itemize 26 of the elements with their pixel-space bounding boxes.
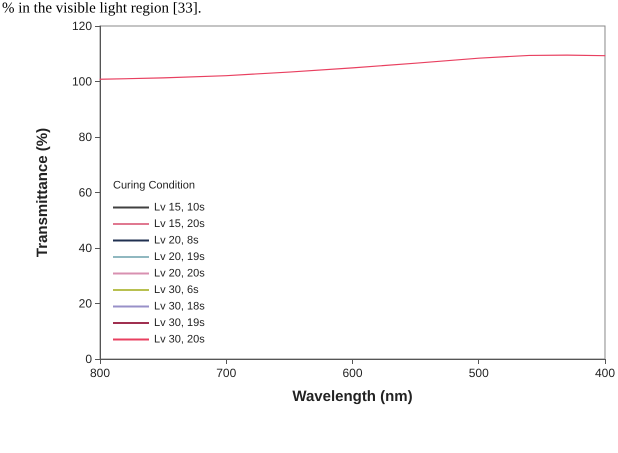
- legend-label: Lv 15, 20s: [154, 218, 206, 230]
- x-tick-label: 500: [468, 366, 490, 380]
- y-tick-label: 100: [72, 74, 92, 88]
- y-tick-label: 120: [72, 19, 92, 33]
- x-tick-label: 700: [216, 366, 237, 380]
- legend-label: Lv 20, 19s: [154, 251, 206, 263]
- legend-label: Lv 30, 18s: [154, 300, 206, 312]
- legend-title: Curing Condition: [113, 180, 195, 192]
- legend-label: Lv 15, 10s: [154, 202, 206, 214]
- x-tick-label: 800: [90, 366, 110, 380]
- y-axis-title: Transmittance (%): [34, 128, 51, 258]
- legend-label: Lv 20, 8s: [154, 234, 200, 246]
- y-tick-label: 20: [78, 296, 92, 310]
- text: % in the visible light region [33].: [2, 0, 202, 16]
- line-series: [99, 54, 606, 80]
- x-tick-label: 400: [594, 366, 616, 380]
- y-tick-label: 80: [78, 130, 92, 144]
- legend-label: Lv 30, 20s: [154, 334, 206, 346]
- y-tick-label: 0: [85, 352, 92, 366]
- y-tick-label: 60: [78, 186, 92, 200]
- legend-label: Lv 20, 20s: [154, 268, 206, 280]
- legend-label: Lv 30, 19s: [154, 317, 206, 329]
- x-tick-label: 600: [342, 366, 363, 380]
- y-tick-label: 40: [78, 241, 92, 255]
- legend-label: Lv 30, 6s: [154, 284, 200, 296]
- x-axis-title: Wavelength (nm): [292, 388, 413, 405]
